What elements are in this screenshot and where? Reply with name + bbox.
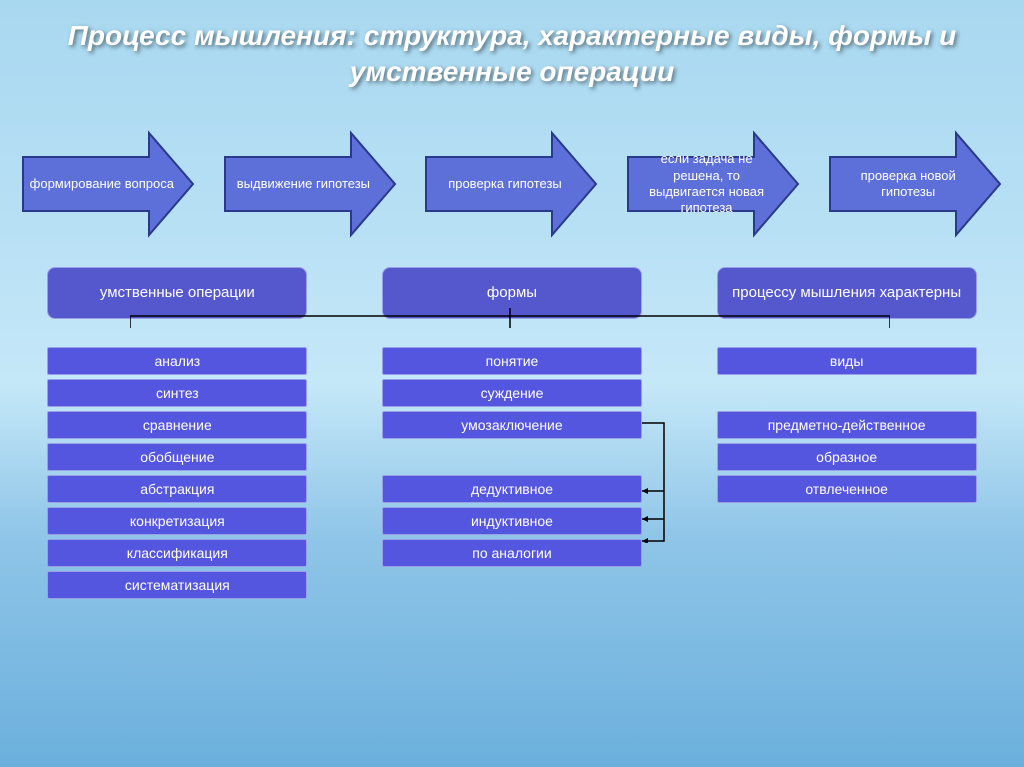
reasoning-item-0: дедуктивное: [382, 475, 642, 503]
operation-item-4: абстракция: [47, 475, 307, 503]
process-arrow-0: формирование вопроса: [21, 129, 196, 239]
type-item-0: предметно-действенное: [717, 411, 977, 439]
process-arrow-label: формирование вопроса: [22, 176, 196, 192]
process-arrow-2: проверка гипотезы: [424, 129, 599, 239]
process-arrow-1: выдвижение гипотезы: [223, 129, 398, 239]
type-item-2: отвлеченное: [717, 475, 977, 503]
operation-item-5: конкретизация: [47, 507, 307, 535]
columns-wrap: анализ синтез сравнение обобщение абстракция…: [0, 319, 1024, 599]
operation-item-7: систематизация: [47, 571, 307, 599]
operation-item-2: сравнение: [47, 411, 307, 439]
operation-item-6: классификация: [47, 539, 307, 567]
spacer: [717, 379, 977, 407]
operation-item-3: обобщение: [47, 443, 307, 471]
connector-forms-to-reasoning: [642, 413, 678, 543]
process-arrows-row: формирование вопроса выдвижение гипотезы…: [0, 99, 1024, 249]
slide-title: Процесс мышления: структура, характерные…: [0, 0, 1024, 99]
column-operations: анализ синтез сравнение обобщение абстракция…: [47, 347, 307, 599]
operation-item-1: синтез: [47, 379, 307, 407]
process-arrow-label: если задача не решена, то выдвигается но…: [626, 151, 801, 216]
process-arrow-4: проверка новой гипотезы: [828, 129, 1003, 239]
column-types: виды предметно-действенное образное отвлече…: [717, 347, 977, 599]
reasoning-item-2: по аналогии: [382, 539, 642, 567]
process-arrow-label: проверка гипотезы: [440, 176, 584, 192]
process-arrow-label: проверка новой гипотезы: [828, 168, 1003, 201]
column-forms: понятие суждение умозаключение дедуктивное и…: [382, 347, 642, 599]
process-arrow-label: выдвижение гипотезы: [229, 176, 392, 192]
types-header-0: виды: [717, 347, 977, 375]
form-item-2: умозаключение: [382, 411, 642, 439]
operation-item-0: анализ: [47, 347, 307, 375]
spacer: [382, 443, 642, 471]
process-arrow-3: если задача не решена, то выдвигается но…: [626, 129, 801, 239]
form-item-1: суждение: [382, 379, 642, 407]
type-item-1: образное: [717, 443, 977, 471]
reasoning-item-1: индуктивное: [382, 507, 642, 535]
form-item-0: понятие: [382, 347, 642, 375]
